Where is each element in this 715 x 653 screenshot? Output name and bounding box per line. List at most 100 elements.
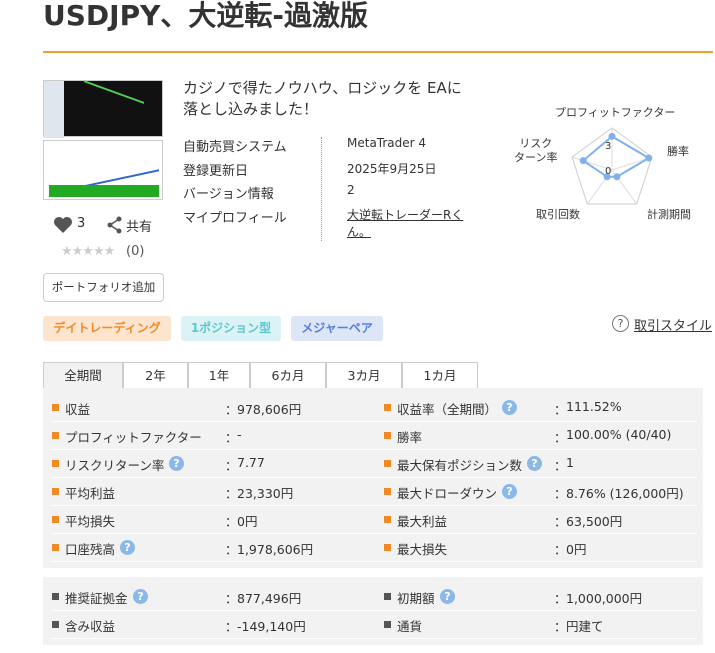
- radar-point: [608, 132, 616, 140]
- thumbnail: [43, 140, 163, 200]
- stat-sep: ：: [225, 430, 238, 445]
- stat-sep: ：: [225, 402, 238, 417]
- stat-sep: ：: [554, 619, 567, 634]
- help-icon: ?: [502, 400, 517, 415]
- stat-value: 1,978,606円: [237, 542, 314, 557]
- stat-label: 平均損失: [65, 514, 116, 529]
- stat-label: 最大ドローダウン: [397, 486, 498, 501]
- stat-value: 877,496円: [237, 591, 302, 606]
- share-node: [116, 228, 122, 234]
- portfolio-button[interactable]: ポートフォリオ追加: [43, 273, 164, 302]
- title-rule: [43, 51, 713, 53]
- like-icon[interactable]: [53, 216, 73, 234]
- bullet: [52, 544, 59, 551]
- bullet: [384, 404, 391, 411]
- stat-value: -149,140円: [237, 619, 306, 634]
- thumb-panel: [44, 81, 64, 138]
- stat-sep: ：: [225, 458, 238, 473]
- bullet: [52, 593, 59, 600]
- radar-spoke: [571, 156, 613, 171]
- stat-value: 1,000,000円: [566, 591, 643, 606]
- stat-sep: ：: [554, 402, 567, 417]
- info-value: 2025年9月25日: [347, 161, 437, 176]
- period-tab[interactable]: 3カ月: [326, 362, 402, 389]
- stat-value: 0円: [566, 542, 587, 557]
- share-icon[interactable]: [106, 216, 124, 234]
- stat-label: 推奨証拠金: [65, 591, 128, 606]
- stat-sep: ：: [225, 486, 238, 501]
- share-label[interactable]: 共有: [126, 220, 153, 235]
- description: カジノで得たノウハウ、ロジックを EAに: [183, 79, 462, 97]
- bullet: [384, 432, 391, 439]
- help-icon: ?: [502, 484, 517, 499]
- radar-point: [603, 173, 611, 181]
- stat-value: 111.52%: [566, 399, 622, 414]
- style-tag: デイトレーディング: [43, 316, 171, 341]
- row-divider: [51, 505, 697, 506]
- radar-area: [581, 135, 651, 178]
- period-tab[interactable]: 1年: [188, 362, 250, 389]
- radar-point: [579, 157, 587, 165]
- stat-label: 収益率（全期間）: [397, 402, 498, 417]
- page-title: USDJPY、大逆転-過激版: [43, 0, 368, 32]
- period-tab[interactable]: 全期間: [43, 362, 123, 389]
- radar-chart: 30: [571, 127, 653, 205]
- bullet: [52, 404, 59, 411]
- row-divider: [51, 421, 697, 422]
- help-icon: ?: [120, 540, 135, 555]
- period-tab[interactable]: 6カ月: [250, 362, 326, 389]
- share-node: [107, 222, 113, 228]
- style-tag: メジャーペア: [291, 316, 383, 341]
- profile-link[interactable]: 大逆転トレーダーRくん。: [347, 207, 464, 239]
- stats-box: 推奨証拠金?： 877,496円 初期額?： 1,000,000円 含み収益： -149,…: [43, 577, 703, 645]
- radar-tick-label: 0: [605, 166, 611, 177]
- bullet: [52, 460, 59, 467]
- row-divider: [51, 638, 697, 639]
- style-tag: 1ポジション型: [181, 316, 281, 341]
- info-label: マイプロフィール: [183, 210, 287, 226]
- stat-label: 通貨: [397, 619, 423, 634]
- style-link[interactable]: 取引スタイル: [634, 319, 713, 334]
- stat-value: 0円: [237, 514, 258, 529]
- stat-label: 収益: [65, 402, 91, 417]
- help-icon: ?: [612, 315, 629, 332]
- stat-label: 最大損失: [397, 542, 448, 557]
- info-value: 2: [347, 183, 355, 197]
- stat-label: 含み収益: [65, 619, 116, 634]
- bullet: [384, 516, 391, 523]
- bullet: [384, 460, 391, 467]
- period-tab[interactable]: 2年: [123, 362, 188, 389]
- stat-value: 8.76% (126,000円): [566, 486, 684, 501]
- radar-point: [645, 154, 653, 162]
- stats-box: 収益： 978,606円 収益率（全期間）?： 111.52% プロフィットファクター：…: [43, 388, 703, 568]
- info-label: バージョン情報: [183, 187, 274, 202]
- stat-sep: ：: [554, 542, 567, 557]
- stat-value: 23,330円: [237, 486, 294, 501]
- stat-label: 最大利益: [397, 514, 448, 529]
- stat-value: -: [237, 427, 242, 442]
- radar-frame: [571, 127, 653, 205]
- radar-tick-label: 3: [605, 141, 611, 152]
- description: 落とし込みました！: [183, 100, 319, 118]
- help-icon: ?: [440, 589, 455, 604]
- stat-value: 978,606円: [237, 402, 302, 417]
- bullet: [52, 432, 59, 439]
- bullet: [384, 488, 391, 495]
- stat-sep: ：: [554, 486, 567, 501]
- info-label: 自動売買システム: [183, 140, 287, 155]
- row-divider: [51, 610, 697, 611]
- radar-axis-label: リスク ターン率: [514, 137, 558, 164]
- period-tab[interactable]: 1カ月: [402, 362, 478, 389]
- bullet: [52, 621, 59, 628]
- row-divider: [51, 477, 697, 478]
- stat-value: 100.00% (40/40): [566, 427, 672, 442]
- stat-sep: ：: [554, 591, 567, 606]
- bullet: [52, 488, 59, 495]
- radar-axis-label: 取引回数: [536, 208, 580, 221]
- help-icon: ?: [169, 456, 184, 471]
- stat-value: 63,500円: [566, 514, 623, 529]
- stat-sep: ：: [225, 591, 238, 606]
- thumb-line: [84, 80, 144, 132]
- help-icon: ?: [133, 589, 148, 604]
- radar-axis-label: 計測期間: [647, 208, 691, 221]
